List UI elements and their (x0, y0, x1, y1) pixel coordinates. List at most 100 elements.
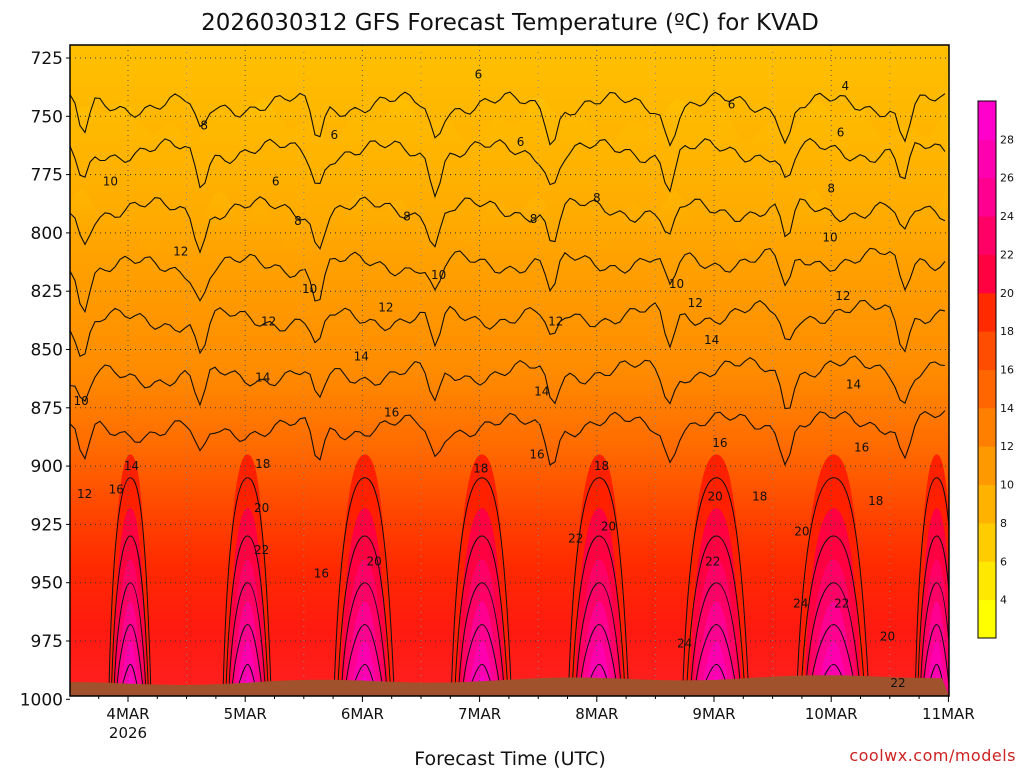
contour-label: 20 (254, 501, 269, 515)
warm-isotherm-4-1 (571, 535, 626, 696)
ground-surface (70, 675, 949, 696)
warm-isotherm-2-2 (340, 582, 389, 696)
colorbar-swatch (978, 484, 996, 524)
x-axis-title: Forecast Time (UTC) (414, 748, 605, 768)
colorbar-frame (977, 100, 997, 639)
cool-band-1 (70, 45, 949, 253)
warm-isotherm-1-2 (228, 582, 267, 696)
y-tick-label: 800 (31, 224, 63, 244)
isotherm-contours (70, 91, 949, 696)
contour-label: 14 (846, 377, 861, 391)
contour-label: 14 (124, 459, 139, 473)
x-tick-label: 9MAR (692, 705, 735, 723)
contour-label: 12 (835, 289, 850, 303)
contour-label: 18 (473, 461, 488, 475)
x-tick-label: 7MAR (458, 705, 501, 723)
warm-isotherm-1-1 (225, 535, 269, 696)
contour-label: 14 (534, 384, 549, 398)
colorbar-swatch (978, 599, 996, 639)
temperature-field (70, 45, 949, 696)
colorbar-label: 20 (1000, 287, 1014, 300)
contour-label: 12 (378, 301, 393, 315)
x-tick-label: 6MAR (341, 705, 384, 723)
contour-label: 20 (601, 520, 616, 534)
y-tick-label: 825 (31, 282, 63, 302)
contour-label: 8 (593, 191, 601, 205)
contour-label: 8 (827, 182, 835, 196)
contour-label: 12 (688, 296, 703, 310)
contour-label: 14 (255, 370, 270, 384)
contour-label: 10 (103, 175, 118, 189)
contour-label: 18 (868, 494, 883, 508)
contour-label: 18 (594, 459, 609, 473)
colorbar-swatch (978, 216, 996, 255)
colorbar-label: 24 (1000, 210, 1014, 223)
warm-isotherm-4-2 (574, 582, 623, 696)
contour-label: 6 (475, 67, 483, 81)
contour-label: 8 (200, 119, 208, 133)
source-credit: coolwx.com/models (849, 746, 1016, 765)
contour-label: 4 (841, 79, 849, 93)
warm-isotherm-1-3 (230, 624, 264, 696)
contour-label: 20 (880, 629, 895, 643)
contour-label: 8 (294, 214, 302, 228)
colorbar-label: 8 (1000, 517, 1007, 530)
chart-title: 2026030312 GFS Forecast Temperature (ºC)… (201, 10, 819, 36)
contour-label: 10 (73, 394, 88, 408)
contour-label: 16 (314, 566, 329, 580)
warm-isotherm-2-1 (336, 535, 392, 696)
isotherm-5 (70, 355, 946, 410)
isotherm-4 (70, 299, 946, 357)
x-year-label: 2026 (109, 724, 147, 742)
plot-frame (69, 44, 950, 697)
contour-label: 12 (77, 487, 92, 501)
contour-label: 12 (261, 315, 276, 329)
colorbar-label: 16 (1000, 364, 1014, 377)
warm-isotherm-2-3 (344, 624, 385, 696)
contour-label: 16 (712, 436, 727, 450)
contour-label: 6 (837, 126, 845, 140)
contour-label: 10 (822, 231, 837, 245)
contour-label: 6 (728, 98, 736, 112)
contour-label: 6 (517, 135, 525, 149)
contour-label: 6 (272, 175, 280, 189)
contour-label: 16 (854, 440, 869, 454)
x-tick-label: 8MAR (575, 705, 618, 723)
contour-label: 16 (384, 405, 399, 419)
contour-label: 20 (366, 555, 381, 569)
warm-isotherm-4-3 (578, 624, 620, 696)
warm-isotherm-0-1 (110, 535, 150, 696)
contour-label: 24 (793, 597, 808, 611)
warm-isotherm-4-0 (567, 477, 630, 696)
colorbar-swatch (978, 292, 996, 332)
x-tick-label: 5MAR (224, 705, 267, 723)
colorbar-label: 22 (1000, 248, 1014, 261)
warm-isotherm-6-0 (796, 477, 870, 696)
y-axis: 725 750 775 800 825 850 875 900 925 950 975 1000 (20, 49, 70, 710)
isotherm-0 (70, 91, 946, 147)
y-tick-label: 925 (31, 515, 63, 535)
y-tick-label: 875 (31, 399, 63, 419)
colorbar-swatch (978, 101, 996, 140)
colorbar-swatch (978, 139, 996, 179)
x-axis: 4MAR 5MAR 6MAR 7MAR 8MAR 9MAR 10MAR 11MAR (98, 696, 975, 723)
x-tick-label: 10MAR (805, 705, 858, 723)
isotherm-6 (70, 410, 946, 467)
colorbar-swatch (978, 561, 996, 601)
contour-label: 18 (255, 457, 270, 471)
y-tick-label: 900 (31, 457, 63, 477)
warm-isotherm-3-2 (457, 582, 506, 696)
colorbar-swatch (978, 369, 996, 409)
warm-isotherm-5-2 (689, 582, 742, 696)
warm-isotherm-2-0 (333, 477, 395, 696)
warm-isotherm-5-0 (682, 477, 750, 696)
colorbar-swatch (978, 407, 996, 447)
grid-lines (70, 45, 949, 696)
warm-isotherm-3-3 (461, 624, 502, 696)
warm-isotherm-6-3 (808, 624, 858, 696)
warm-isotherm-6-1 (800, 535, 866, 696)
contour-label: 8 (530, 212, 538, 226)
contour-label: 14 (354, 349, 369, 363)
colorbar-swatch (978, 522, 996, 562)
